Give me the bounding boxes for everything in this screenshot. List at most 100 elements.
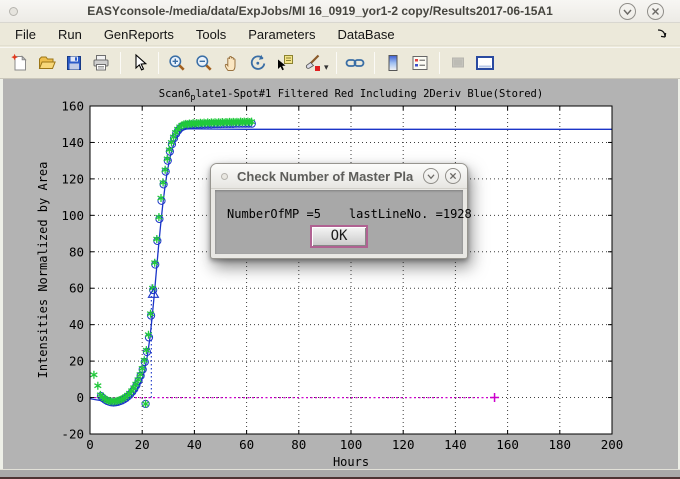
print-icon — [93, 55, 109, 71]
show-plot-tools-icon — [475, 56, 494, 70]
menu-tools[interactable]: Tools — [195, 26, 227, 42]
new-file-button[interactable] — [7, 50, 33, 76]
svg-text:120: 120 — [61, 171, 84, 186]
toolbar-separator — [120, 52, 121, 74]
window-close-button[interactable] — [647, 3, 664, 20]
svg-text:160: 160 — [496, 437, 519, 452]
hide-plot-tools-icon — [451, 57, 464, 68]
brush-data-button[interactable] — [299, 50, 325, 76]
dialog-body: NumberOfMP =5 lastLineNo. =1928 OK — [215, 190, 472, 254]
new-file-icon — [11, 53, 27, 71]
svg-text:60: 60 — [69, 281, 84, 296]
svg-text:140: 140 — [61, 135, 84, 150]
insert-colorbar-button[interactable] — [380, 50, 406, 76]
dialog-shade-button[interactable] — [423, 168, 439, 184]
show-plot-tools-button[interactable] — [472, 50, 498, 76]
chart-canvas: 0 20 40 60 80 100 120 140 160 180 200-200204060801… — [36, 88, 623, 469]
window-shade-button[interactable] — [619, 3, 636, 20]
svg-text:60: 60 — [239, 437, 254, 452]
toolbar-separator — [335, 52, 337, 74]
svg-text:120: 120 — [392, 437, 415, 452]
menu-genreports[interactable]: GenReports — [103, 26, 174, 42]
colorbar-icon — [388, 55, 398, 71]
svg-text:180: 180 — [549, 437, 572, 452]
svg-text:0: 0 — [86, 437, 94, 452]
print-button[interactable] — [88, 50, 114, 76]
ok-button[interactable]: OK — [310, 225, 368, 248]
svg-text:160: 160 — [61, 99, 84, 114]
last-line-no-value: lastLineNo. =1928 — [348, 207, 472, 221]
close-icon — [449, 172, 457, 180]
window-right-edge — [678, 79, 680, 477]
series-raw-asterisks — [90, 117, 256, 408]
svg-text:80: 80 — [291, 437, 306, 452]
rotate-3d-icon — [250, 54, 266, 70]
series-baseline-end-plus — [490, 393, 500, 403]
link-chain-icon — [345, 59, 364, 67]
svg-text:20: 20 — [135, 437, 150, 452]
window-menu-icon[interactable] — [9, 7, 18, 16]
svg-text:40: 40 — [69, 317, 84, 332]
svg-text:0: 0 — [76, 390, 84, 405]
open-file-button[interactable] — [34, 50, 60, 76]
window-titlebar[interactable]: EASYconsole-/media/data/ExpJobs/MI 16_09… — [0, 0, 680, 23]
menu-database[interactable]: DataBase — [337, 26, 395, 42]
svg-text:100: 100 — [340, 437, 363, 452]
window-title: EASYconsole-/media/data/ExpJobs/MI 16_09… — [87, 4, 553, 18]
dialog-title: Check Number of Master Pla — [237, 169, 414, 184]
check-master-plates-dialog: Check Number of Master Pla NumberOfMP =5… — [210, 163, 472, 259]
dialog-close-button[interactable] — [445, 168, 461, 184]
brush-dropdown-caret-icon[interactable]: ▾ — [324, 61, 329, 72]
svg-text:-20: -20 — [61, 427, 84, 442]
brush-icon — [305, 54, 320, 71]
zoom-out-button[interactable] — [191, 50, 217, 76]
dialog-titlebar[interactable]: Check Number of Master Pla — [211, 164, 467, 189]
data-cursor-button[interactable] — [272, 50, 298, 76]
legend-icon — [412, 56, 428, 70]
insert-legend-button[interactable] — [407, 50, 433, 76]
svg-text:80: 80 — [69, 244, 84, 259]
axis-ticks-and-labels: 0 20 40 60 80 100 120 140 160 180 200-200204060801… — [61, 99, 623, 453]
svg-text:140: 140 — [444, 437, 467, 452]
window-bottom-edge — [0, 469, 680, 477]
chevron-down-icon — [427, 173, 435, 179]
menu-run[interactable]: Run — [57, 26, 82, 42]
toolbar-separator — [158, 52, 159, 74]
figure-toolbar: ▾ — [0, 47, 680, 79]
zoom-in-icon — [169, 55, 185, 71]
menu-bar: File Run GenReports Tools Parameters Dat… — [0, 24, 680, 46]
y-axis-label: Intensities Normalized by Area — [36, 162, 50, 379]
cursor-arrow-icon — [135, 53, 148, 71]
data-cursor-icon — [278, 55, 293, 71]
link-plot-button[interactable] — [342, 50, 368, 76]
open-folder-icon — [38, 56, 56, 69]
window-left-edge — [0, 79, 3, 477]
pan-button[interactable] — [218, 50, 244, 76]
toolbar-separator — [438, 52, 440, 74]
hand-icon — [224, 55, 236, 71]
svg-text:40: 40 — [187, 437, 202, 452]
chart-title: Scan6plate1-Spot#1 Filtered Red Includin… — [159, 88, 543, 103]
svg-text:20: 20 — [69, 354, 84, 369]
series-deriv-triangle — [147, 287, 160, 298]
menu-parameters[interactable]: Parameters — [248, 26, 316, 42]
zoom-out-icon — [196, 55, 212, 71]
save-button[interactable] — [61, 50, 87, 76]
number-of-mp-value: NumberOfMP =5 — [227, 207, 321, 221]
svg-text:200: 200 — [601, 437, 624, 452]
edit-plot-button[interactable] — [126, 50, 152, 76]
x-axis-label: Hours — [333, 455, 369, 469]
dialog-info: NumberOfMP =5 lastLineNo. =1928 — [227, 207, 472, 221]
hide-plot-tools-button — [445, 50, 471, 76]
svg-text:100: 100 — [61, 208, 84, 223]
menu-file[interactable]: File — [15, 26, 36, 42]
chevron-down-icon — [623, 9, 632, 15]
save-icon — [67, 56, 81, 70]
dialog-menu-icon[interactable] — [221, 173, 228, 180]
close-icon — [652, 8, 659, 15]
zoom-in-button[interactable] — [164, 50, 190, 76]
menu-detach-arrow-icon[interactable] — [655, 27, 668, 45]
rotate-3d-button[interactable] — [245, 50, 271, 76]
toolbar-separator — [373, 52, 375, 74]
